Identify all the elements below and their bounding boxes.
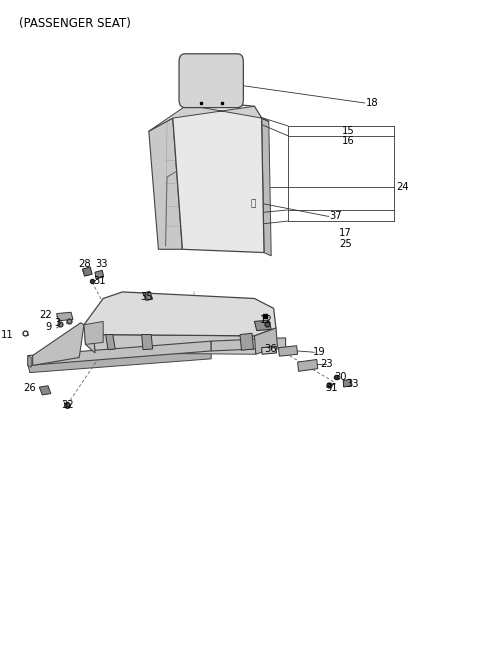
Text: 28: 28 <box>78 258 90 269</box>
Polygon shape <box>28 341 211 365</box>
Text: 33: 33 <box>95 258 108 269</box>
Polygon shape <box>33 323 84 365</box>
Polygon shape <box>106 335 115 350</box>
Polygon shape <box>298 359 318 371</box>
Polygon shape <box>39 386 51 395</box>
Text: 16: 16 <box>342 136 355 146</box>
Polygon shape <box>84 321 103 344</box>
Text: 30: 30 <box>335 372 347 382</box>
Text: 37: 37 <box>330 211 342 222</box>
Text: (PASSENGER SEAT): (PASSENGER SEAT) <box>19 17 131 30</box>
Text: ⓔ: ⓔ <box>251 199 256 208</box>
Text: 33: 33 <box>347 379 359 389</box>
Text: 9: 9 <box>46 321 52 332</box>
Polygon shape <box>143 291 153 300</box>
Polygon shape <box>84 292 276 336</box>
Text: 24: 24 <box>396 182 408 192</box>
Polygon shape <box>95 270 104 279</box>
Polygon shape <box>142 335 153 350</box>
Polygon shape <box>240 333 253 350</box>
Text: 17: 17 <box>339 228 352 238</box>
Text: 36: 36 <box>264 344 276 354</box>
Text: 12: 12 <box>260 315 273 325</box>
Text: 23: 23 <box>321 359 333 369</box>
Polygon shape <box>254 328 277 354</box>
Polygon shape <box>149 118 182 249</box>
Polygon shape <box>28 350 211 373</box>
Text: 35: 35 <box>140 291 153 302</box>
Polygon shape <box>57 312 73 321</box>
Polygon shape <box>278 346 298 356</box>
Text: 19: 19 <box>313 347 326 358</box>
Text: 31: 31 <box>94 276 106 286</box>
Polygon shape <box>173 102 264 253</box>
Polygon shape <box>84 325 95 353</box>
Text: 32: 32 <box>61 400 74 410</box>
Polygon shape <box>28 356 31 367</box>
Polygon shape <box>254 320 271 331</box>
Polygon shape <box>149 105 269 131</box>
Text: 15: 15 <box>342 126 355 136</box>
Polygon shape <box>94 335 256 354</box>
Text: 11: 11 <box>0 329 13 340</box>
Text: 18: 18 <box>366 98 378 108</box>
FancyBboxPatch shape <box>179 54 243 108</box>
Polygon shape <box>262 118 271 256</box>
Polygon shape <box>343 379 351 387</box>
Polygon shape <box>262 346 276 354</box>
Text: 22: 22 <box>39 310 52 320</box>
Polygon shape <box>83 267 92 276</box>
Polygon shape <box>211 338 286 351</box>
Text: 31: 31 <box>325 383 338 394</box>
Text: 25: 25 <box>339 239 352 249</box>
Text: 3: 3 <box>55 318 61 328</box>
Text: 26: 26 <box>23 383 36 394</box>
